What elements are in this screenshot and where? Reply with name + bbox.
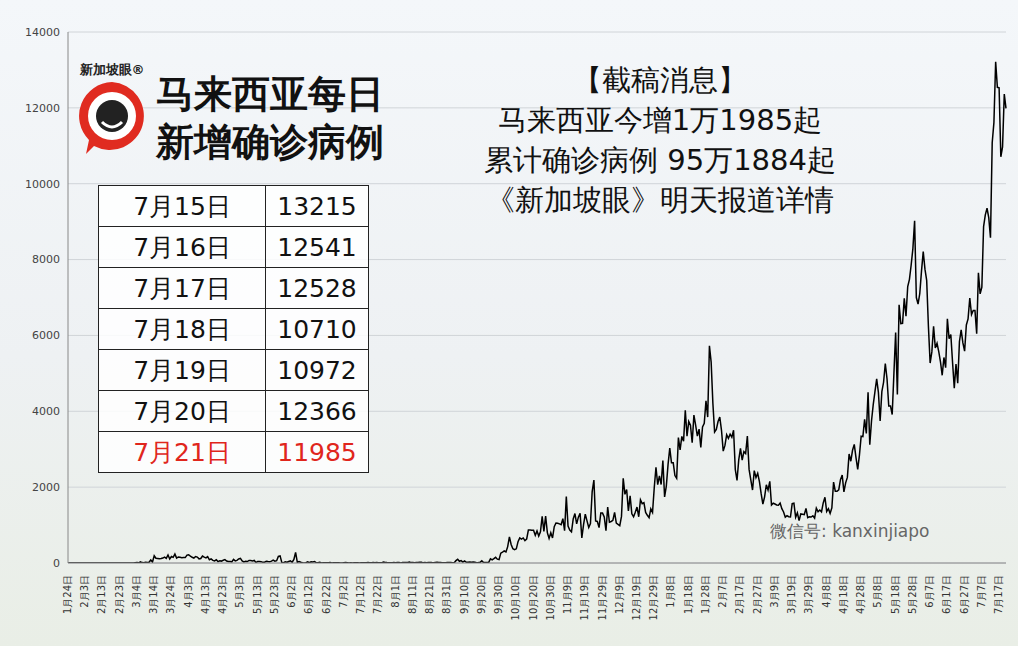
svg-text:5月3日: 5月3日 (234, 575, 245, 608)
svg-text:3月29日: 3月29日 (803, 575, 814, 614)
svg-text:12月19日: 12月19日 (631, 575, 642, 620)
svg-text:4月28日: 4月28日 (855, 575, 866, 614)
svg-text:6月12日: 6月12日 (303, 575, 314, 614)
svg-text:11月9日: 11月9日 (562, 575, 573, 614)
svg-text:1月28日: 1月28日 (700, 575, 711, 614)
svg-text:0: 0 (53, 557, 60, 570)
html-text:7月18日: 7月18日 (133, 314, 231, 344)
svg-text:12月29日: 12月29日 (648, 575, 659, 620)
svg-text:5月18日: 5月18日 (890, 575, 901, 614)
html-text:7月21日: 7月21日 (133, 437, 231, 467)
html-text:13215: 13215 (277, 191, 357, 221)
svg-text:7月12日: 7月12日 (355, 575, 366, 614)
svg-text:2月13日: 2月13日 (96, 575, 107, 614)
svg-text:5月8日: 5月8日 (872, 575, 883, 608)
html-text:10710: 10710 (277, 314, 357, 344)
svg-text:6000: 6000 (32, 329, 60, 342)
svg-text:10月30日: 10月30日 (545, 575, 556, 620)
svg-text:7月2日: 7月2日 (338, 575, 349, 608)
html-text:7月20日: 7月20日 (133, 396, 231, 426)
html-text:马来西亚每日: 马来西亚每日 (156, 72, 384, 116)
svg-text:2000: 2000 (32, 481, 60, 494)
svg-text:1月24日: 1月24日 (62, 575, 73, 614)
svg-text:6月7日: 6月7日 (924, 575, 935, 608)
svg-text:9月30日: 9月30日 (493, 575, 504, 614)
svg-text:8月21日: 8月21日 (424, 575, 435, 614)
html-text:10972: 10972 (277, 355, 357, 385)
svg-text:8月11日: 8月11日 (407, 575, 418, 614)
svg-text:3月19日: 3月19日 (786, 575, 797, 614)
svg-text:1月18日: 1月18日 (683, 575, 694, 614)
html-text:7月19日: 7月19日 (133, 355, 231, 385)
html-text:新增确诊病例: 新增确诊病例 (156, 120, 384, 164)
html-text:12528: 12528 (277, 273, 357, 303)
svg-text:3月24日: 3月24日 (165, 575, 176, 614)
svg-text:7月17日: 7月17日 (993, 575, 1004, 614)
svg-text:4月3日: 4月3日 (183, 575, 194, 608)
svg-text:4月23日: 4月23日 (217, 575, 228, 614)
svg-text:12000: 12000 (25, 102, 60, 115)
html-text:7月15日: 7月15日 (133, 191, 231, 221)
svg-text:9月10日: 9月10日 (459, 575, 470, 614)
svg-text:8000: 8000 (32, 253, 60, 266)
svg-text:5月23日: 5月23日 (269, 575, 280, 614)
svg-text:2月7日: 2月7日 (717, 575, 728, 608)
html-text:《新加坡眼》明天报道详情: 《新加坡眼》明天报道详情 (486, 183, 834, 217)
svg-text:10月10日: 10月10日 (510, 575, 521, 620)
svg-text:2月17日: 2月17日 (734, 575, 745, 614)
svg-text:3月14日: 3月14日 (148, 575, 159, 614)
html-text:12541: 12541 (277, 232, 357, 262)
svg-text:5月28日: 5月28日 (907, 575, 918, 614)
html-text:11985: 11985 (277, 437, 357, 467)
svg-text:5月13日: 5月13日 (252, 575, 263, 614)
svg-text:4月13日: 4月13日 (200, 575, 211, 614)
svg-text:3月4日: 3月4日 (131, 575, 142, 608)
html-text:马来西亚今增1万1985起: 马来西亚今增1万1985起 (497, 103, 823, 137)
svg-text:10月20日: 10月20日 (528, 575, 539, 620)
svg-text:6月17日: 6月17日 (941, 575, 952, 614)
svg-text:6月27日: 6月27日 (959, 575, 970, 614)
svg-text:11月19日: 11月19日 (579, 575, 590, 620)
svg-text:14000: 14000 (25, 26, 60, 39)
svg-text:4000: 4000 (32, 405, 60, 418)
svg-text:7月22日: 7月22日 (372, 575, 383, 614)
svg-text:7月7日: 7月7日 (976, 575, 987, 608)
svg-text:2月3日: 2月3日 (79, 575, 90, 608)
svg-text:2月23日: 2月23日 (114, 575, 125, 614)
html-text:12366: 12366 (277, 396, 357, 426)
html-text:微信号: kanxinjiapo: 微信号: kanxinjiapo (770, 521, 930, 541)
html-text:7月16日: 7月16日 (133, 232, 231, 262)
svg-text:4月18日: 4月18日 (838, 575, 849, 614)
svg-text:8月1日: 8月1日 (390, 575, 401, 608)
svg-text:1月8日: 1月8日 (665, 575, 676, 608)
svg-text:10000: 10000 (25, 178, 60, 191)
svg-text:4月8日: 4月8日 (821, 575, 832, 608)
svg-text:11月29日: 11月29日 (597, 575, 608, 620)
html-text:【截稿消息】: 【截稿消息】 (573, 63, 747, 97)
svg-text:6月22日: 6月22日 (321, 575, 332, 614)
html-text:新加坡眼®: 新加坡眼® (79, 62, 145, 77)
svg-text:6月2日: 6月2日 (286, 575, 297, 608)
html-text:累计确诊病例 95万1884起: 累计确诊病例 95万1884起 (484, 143, 836, 177)
html-text:7月17日: 7月17日 (133, 273, 231, 303)
svg-text:12月9日: 12月9日 (614, 575, 625, 614)
svg-text:9月20日: 9月20日 (476, 575, 487, 614)
svg-text:8月31日: 8月31日 (441, 575, 452, 614)
svg-text:2月27日: 2月27日 (752, 575, 763, 614)
svg-text:3月9日: 3月9日 (769, 575, 780, 608)
